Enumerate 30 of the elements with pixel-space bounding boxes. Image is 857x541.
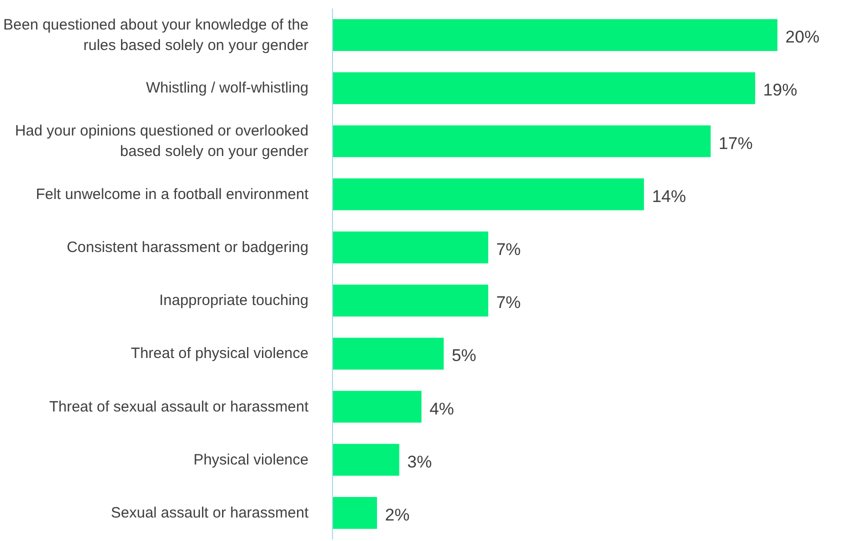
bar (332, 232, 488, 264)
bar (332, 390, 422, 423)
y-tick-label: Whistling / wolf-whistling (146, 80, 308, 97)
bar (332, 338, 444, 370)
data-label: 4% (429, 399, 454, 418)
bar (332, 444, 400, 476)
data-label: 5% (452, 346, 476, 366)
y-tick-label: Had your opinions questioned or overlooked based solely on your gender (14, 122, 309, 160)
data-label: 2% (384, 505, 410, 524)
bar (332, 125, 711, 158)
data-label: 14% (652, 186, 686, 206)
y-tick-label: Inappropriate touching (159, 292, 309, 310)
bar (332, 19, 778, 51)
data-label: 7% (496, 293, 521, 312)
data-label: 20% (785, 28, 820, 47)
y-tick-label: Threat of sexual assault or harassment (49, 398, 310, 416)
y-tick-label: Sexual assault or harassment (110, 504, 310, 522)
data-label: 19% (763, 80, 798, 100)
data-label: 17% (718, 134, 753, 153)
bar (332, 284, 488, 316)
y-tick-label: Been questioned about your knowledge of the rules based solely on your gender (3, 16, 309, 54)
y-tick-label: Threat of physical violence (130, 345, 309, 362)
y-tick-label: Felt unwelcome in a football environment (36, 186, 310, 203)
bar (332, 72, 756, 104)
data-label: 3% (407, 452, 432, 472)
y-tick-label: Consistent harassment or badgering (66, 238, 309, 256)
bar (332, 178, 644, 210)
y-tick-label: Physical violence (193, 451, 309, 468)
data-label: 7% (496, 240, 521, 259)
bar (332, 497, 377, 529)
